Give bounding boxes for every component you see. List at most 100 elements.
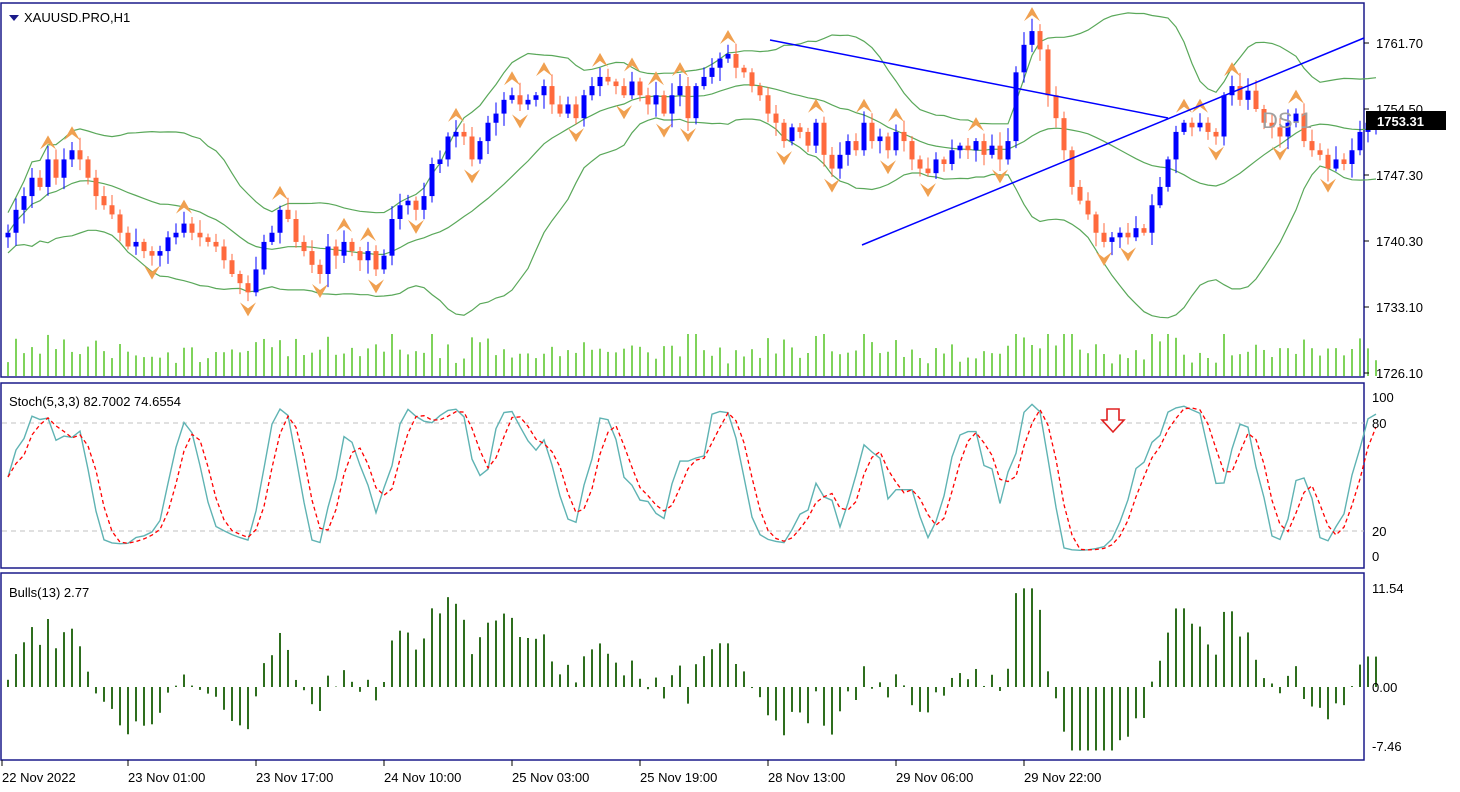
triangle-down-icon[interactable]: [9, 15, 19, 21]
channel-label: DS-1: [1262, 108, 1312, 133]
candle-body: [637, 81, 643, 96]
candle-body: [93, 177, 99, 197]
candle-body: [1133, 228, 1139, 238]
candle-body: [661, 95, 667, 114]
bulls-label: Bulls(13) 2.77: [9, 585, 89, 600]
time-axis: 22 Nov 2022 23 Nov 01:00 23 Nov 17:00 24…: [1, 760, 1101, 785]
fractal-down-icon: [1120, 247, 1136, 262]
volume-bars: [7, 334, 1377, 376]
candle-body: [397, 205, 403, 219]
candle-body: [1237, 86, 1243, 100]
fractal-up-icon: [360, 227, 376, 242]
trendline-upper[interactable]: [769, 39, 1169, 119]
fractal-down-icon: [464, 169, 480, 184]
candle-body: [349, 241, 355, 252]
fractal-down-icon: [824, 178, 840, 193]
candle-body: [45, 159, 51, 187]
candle-body: [517, 95, 523, 105]
bulls-tick-zero: 0.00: [1372, 680, 1397, 695]
candle-body: [133, 241, 139, 247]
candle-body: [1285, 122, 1291, 137]
candle-body: [309, 251, 315, 265]
candle-body: [1301, 113, 1307, 142]
stoch-tick-20: 20: [1372, 524, 1386, 539]
chart-title: XAUUSD.PRO,H1: [24, 10, 130, 25]
svg-text:1753.31: 1753.31: [1377, 114, 1424, 129]
candle-body: [181, 223, 187, 233]
candle-body: [109, 205, 115, 215]
fractal-down-icon: [776, 151, 792, 166]
fractal-up-icon: [176, 199, 192, 214]
candle-body: [717, 58, 723, 68]
candle-body: [405, 200, 411, 206]
candle-body: [1029, 31, 1035, 45]
candle-body: [381, 255, 387, 270]
candle-body: [1261, 109, 1267, 123]
candle-body: [861, 122, 867, 151]
candle-body: [1157, 186, 1163, 206]
candle-body: [357, 251, 363, 261]
fractal-down-icon: [408, 219, 424, 234]
candle-body: [77, 150, 83, 160]
candle-body: [1013, 72, 1019, 142]
candle-body: [557, 104, 563, 114]
candle-body: [461, 131, 467, 137]
candle-body: [1061, 118, 1067, 151]
candle-body: [1165, 159, 1171, 187]
candle-body: [61, 159, 67, 178]
candle-body: [1117, 232, 1123, 238]
candle-body: [437, 159, 443, 164]
stochastic-lines: [7, 403, 1377, 552]
candle-body: [733, 54, 739, 68]
stoch-tick-0: 0: [1372, 549, 1379, 564]
candle-body: [725, 54, 731, 59]
candle-body: [645, 95, 651, 105]
fractal-up-icon: [1024, 7, 1040, 22]
stoch-axis: 100 80 20 0: [1372, 390, 1394, 564]
candle-body: [1109, 237, 1115, 242]
fractal-down-icon: [240, 302, 256, 317]
bulls-panel[interactable]: [0, 572, 1365, 761]
candle-body: [1125, 232, 1131, 238]
bulls-tick-max: 11.54: [1372, 581, 1404, 596]
candle-body: [525, 99, 531, 105]
bollinger-bands: [7, 12, 1377, 319]
candle-body: [773, 113, 779, 123]
candle-body: [221, 246, 227, 261]
time-tick-0: 22 Nov 2022: [2, 770, 76, 785]
time-tick-3: 24 Nov 10:00: [384, 770, 461, 785]
candle-body: [973, 141, 979, 151]
candle-body: [493, 113, 499, 123]
fractal-down-icon: [1096, 251, 1112, 266]
candle-body: [589, 86, 595, 96]
trendline-lower[interactable]: [861, 37, 1365, 246]
candle-body: [597, 76, 603, 87]
candle-body: [229, 260, 235, 274]
candle-body: [373, 251, 379, 270]
candle-body: [413, 200, 419, 210]
candle-body: [293, 219, 299, 242]
candle-body: [13, 209, 19, 233]
candle-body: [333, 246, 339, 256]
candle-body: [797, 127, 803, 132]
candle-body: [989, 145, 995, 155]
candle-body: [565, 104, 571, 114]
stoch-panel[interactable]: [0, 382, 1365, 569]
candle-body: [501, 99, 507, 114]
candle-body: [805, 131, 811, 146]
fractal-up-icon: [720, 30, 736, 44]
candle-body: [317, 264, 323, 274]
candle-body: [781, 122, 787, 142]
candle-body: [933, 159, 939, 174]
candle-body: [949, 150, 955, 164]
candle-body: [1277, 127, 1283, 137]
candle-body: [1309, 141, 1315, 151]
fractal-down-icon: [880, 160, 896, 175]
price-panel[interactable]: [0, 2, 1365, 378]
fractal-up-icon: [648, 71, 664, 86]
fractal-down-icon: [512, 114, 528, 129]
bulls-axis: 11.54 0.00 -7.46: [1372, 581, 1404, 754]
price-tick-5: 1726.10: [1376, 366, 1423, 381]
candle-body: [1037, 31, 1043, 50]
